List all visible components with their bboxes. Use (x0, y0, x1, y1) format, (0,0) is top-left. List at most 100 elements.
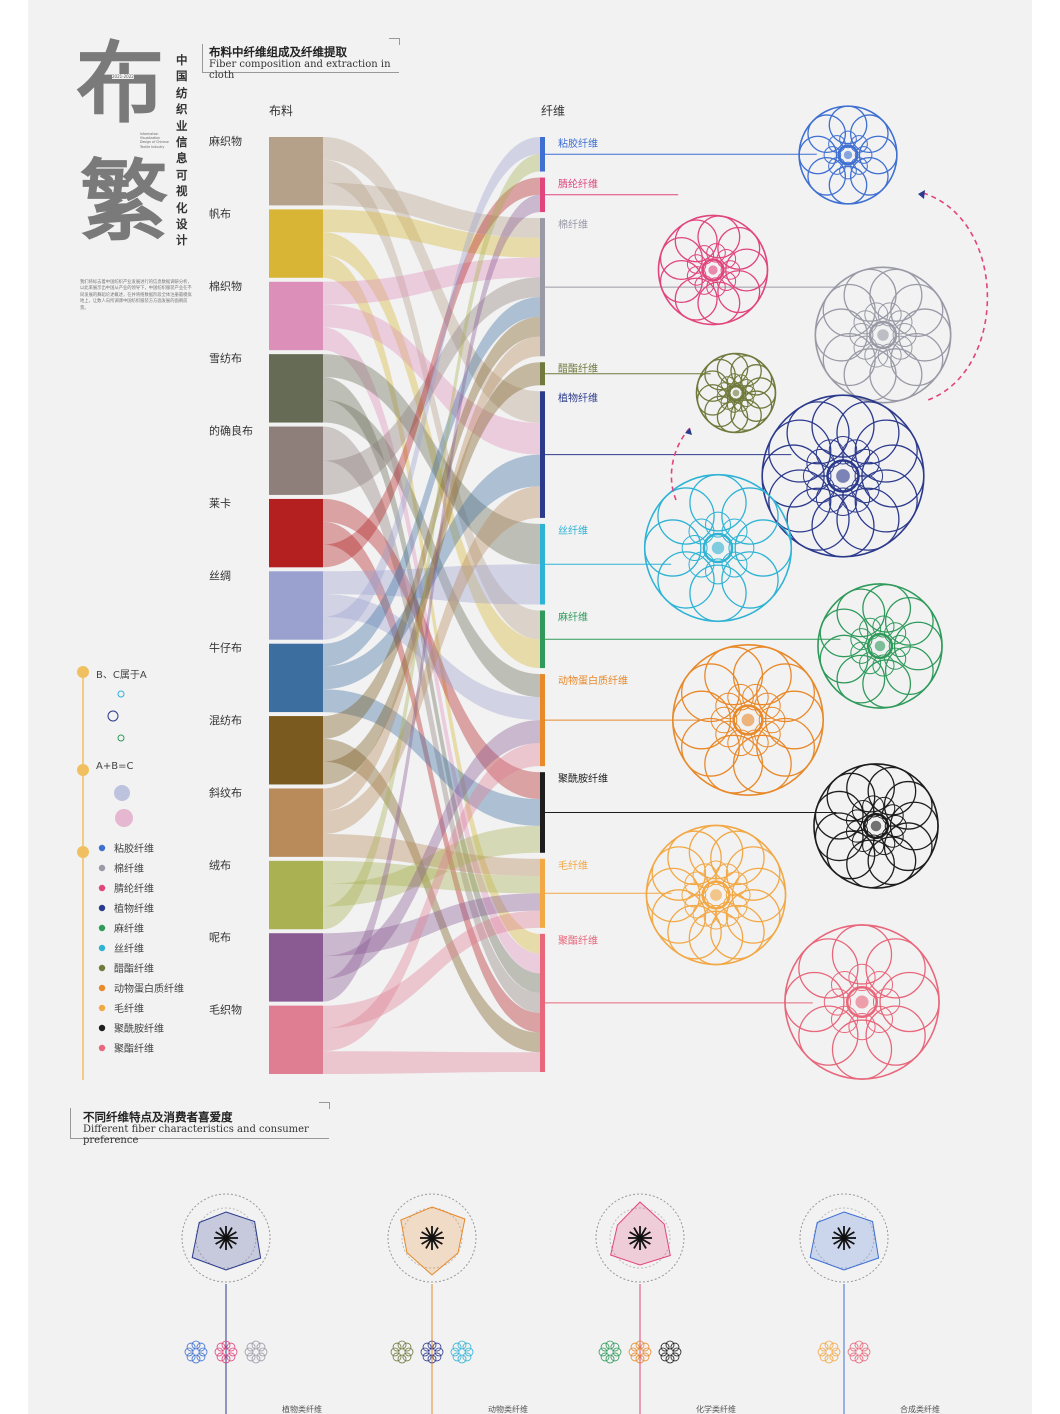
fabric-block-10 (269, 860, 323, 930)
section1-title-cn: 布料中纤维组成及纤维提取 (209, 45, 347, 59)
section2-title-box: 不同纤维特点及消费者喜爱度 Different fiber characteri… (70, 1102, 330, 1146)
legend-explain-2: A+B=C (96, 761, 134, 772)
legend-label-4: 麻纤维 (114, 922, 144, 935)
fabric-label-8: 混纺布 (209, 713, 242, 727)
legend-label-1: 棉纤维 (114, 862, 144, 875)
legend-label-3: 植物纤维 (114, 902, 154, 915)
sankey-ribbon-27 (323, 486, 540, 835)
sankey-ribbon-16 (323, 177, 540, 568)
legend-label-9: 聚酰胺纤维 (114, 1022, 164, 1035)
legend-dot-9 (98, 1024, 106, 1032)
intro-paragraph: 我们将标志着中国纺织产业发展进行的信息数据调研分析，以此来展示出中国从产业的领导… (80, 280, 192, 311)
legend-dot-8 (98, 1004, 106, 1012)
fabric-label-3: 雪纺布 (209, 351, 242, 365)
fiber-rosette-8 (813, 763, 939, 889)
legend-dot-1 (98, 864, 106, 872)
legend-label-7: 动物蛋白质纤维 (114, 982, 184, 995)
fabric-label-12: 毛织物 (209, 1003, 242, 1017)
fiber-rosette-0 (798, 105, 898, 205)
legend-dot-3 (98, 904, 106, 912)
sankey-ribbon-34 (323, 194, 540, 1002)
fabric-block-8 (269, 716, 323, 785)
fiber-bar-0 (540, 137, 545, 172)
sankey-ribbon-22 (323, 689, 540, 826)
sankey-ribbon-11 (323, 399, 540, 698)
sankey-ribbon-35 (323, 910, 540, 1029)
radar-glyph-2 (595, 1193, 685, 1414)
sankey-ribbon-32 (323, 893, 540, 957)
sankey-ribbon-18 (323, 594, 540, 721)
fiber-bar-5 (540, 523, 545, 605)
legend-label-8: 毛纤维 (114, 1002, 144, 1015)
fabric-label-9: 斜纹布 (209, 785, 242, 799)
chart-canvas: 麻织物帆布棉织物雪纺布的确良布莱卡丝绸牛仔布混纺布斜纹布绒布呢布毛织物粘胶纤维腈… (77, 105, 989, 1414)
legend-label-6: 醋酯纤维 (114, 962, 154, 975)
fiber-bar-7 (540, 674, 545, 767)
fabric-label-7: 牛仔布 (209, 641, 242, 655)
group-label-0: 植物类纤维 (282, 1404, 322, 1414)
legend-label-0: 粘胶纤维 (114, 842, 154, 855)
sankey-ribbon-30 (323, 825, 540, 907)
sankey-ribbon-12 (323, 426, 540, 1013)
legend-glyph-d (114, 785, 130, 801)
group-label-1: 动物类纤维 (488, 1404, 528, 1414)
sankey-ribbon-36 (323, 743, 540, 1052)
sankey-ribbon-0 (323, 137, 540, 423)
legend-dot-10 (98, 1044, 106, 1052)
year-tag: 2021-2022 (112, 74, 134, 79)
dashed-arc-1 (922, 192, 989, 401)
dashed-arc-2 (670, 427, 691, 501)
fabric-block-11 (269, 933, 323, 1002)
sankey-ribbon-2 (323, 182, 540, 238)
fiber-rosette-1 (657, 214, 769, 326)
fabric-block-0 (269, 137, 323, 206)
fabric-block-6 (269, 571, 323, 640)
sankey-ribbon-1 (323, 159, 540, 640)
title-char-bu: 布 (76, 32, 165, 135)
sankey-ribbon-17 (323, 564, 540, 605)
sankey-ribbon-23 (323, 316, 540, 739)
fiber-bar-10 (540, 933, 545, 1072)
sankey-ribbon-14 (323, 498, 540, 800)
legend-marker-1 (77, 764, 89, 776)
radar-glyph-1 (387, 1193, 477, 1414)
legend-dot-7 (98, 984, 106, 992)
sankey-ribbon-9 (323, 354, 540, 565)
fabric-label-10: 绒布 (209, 859, 231, 872)
section1-title-box: 布料中纤维组成及纤维提取 Fiber composition and extra… (202, 38, 400, 81)
fiber-label-5: 丝纤维 (558, 524, 588, 537)
fabric-block-9 (269, 788, 323, 857)
title-char-fan: 繁 (80, 150, 169, 253)
sankey-ribbon-28 (323, 834, 540, 877)
fiber-rosette-9 (645, 824, 787, 966)
fiber-bar-2 (540, 218, 545, 357)
fabric-label-2: 棉织物 (209, 279, 242, 293)
fiber-rosette-10 (784, 924, 940, 1080)
sankey-ribbon-13 (323, 277, 540, 495)
legend-dot-2 (98, 884, 106, 892)
legend-glyph-a (107, 710, 119, 722)
fabric-block-7 (269, 643, 323, 713)
legend-glyph-b (117, 690, 125, 698)
sankey-ribbon-19 (323, 137, 540, 640)
sankey-ribbon-31 (323, 154, 540, 930)
radar-glyph-3 (799, 1193, 889, 1414)
fiber-label-9: 毛纤维 (558, 859, 588, 872)
legend-glyph-c (117, 734, 125, 742)
group-label-3: 合成类纤维 (900, 1404, 940, 1414)
sankey-ribbon-8 (323, 327, 540, 974)
radar-glyph-0 (181, 1193, 271, 1414)
fiber-rosette-7 (671, 643, 824, 796)
group-label-2: 化学类纤维 (696, 1404, 736, 1414)
fabric-block-2 (269, 281, 323, 351)
fabric-label-6: 丝绸 (209, 568, 231, 582)
section1-title-en: Fiber composition and extraction in clot… (209, 59, 391, 81)
fiber-label-4: 植物纤维 (558, 391, 598, 404)
sankey-ribbon-15 (323, 521, 540, 1033)
sankey-ribbon-24 (323, 738, 540, 1053)
arrow-head-1 (918, 190, 925, 199)
fiber-label-2: 棉纤维 (558, 218, 588, 231)
fiber-bar-8 (540, 772, 545, 853)
fiber-bar-3 (540, 362, 545, 386)
fiber-label-0: 粘胶纤维 (558, 137, 598, 150)
